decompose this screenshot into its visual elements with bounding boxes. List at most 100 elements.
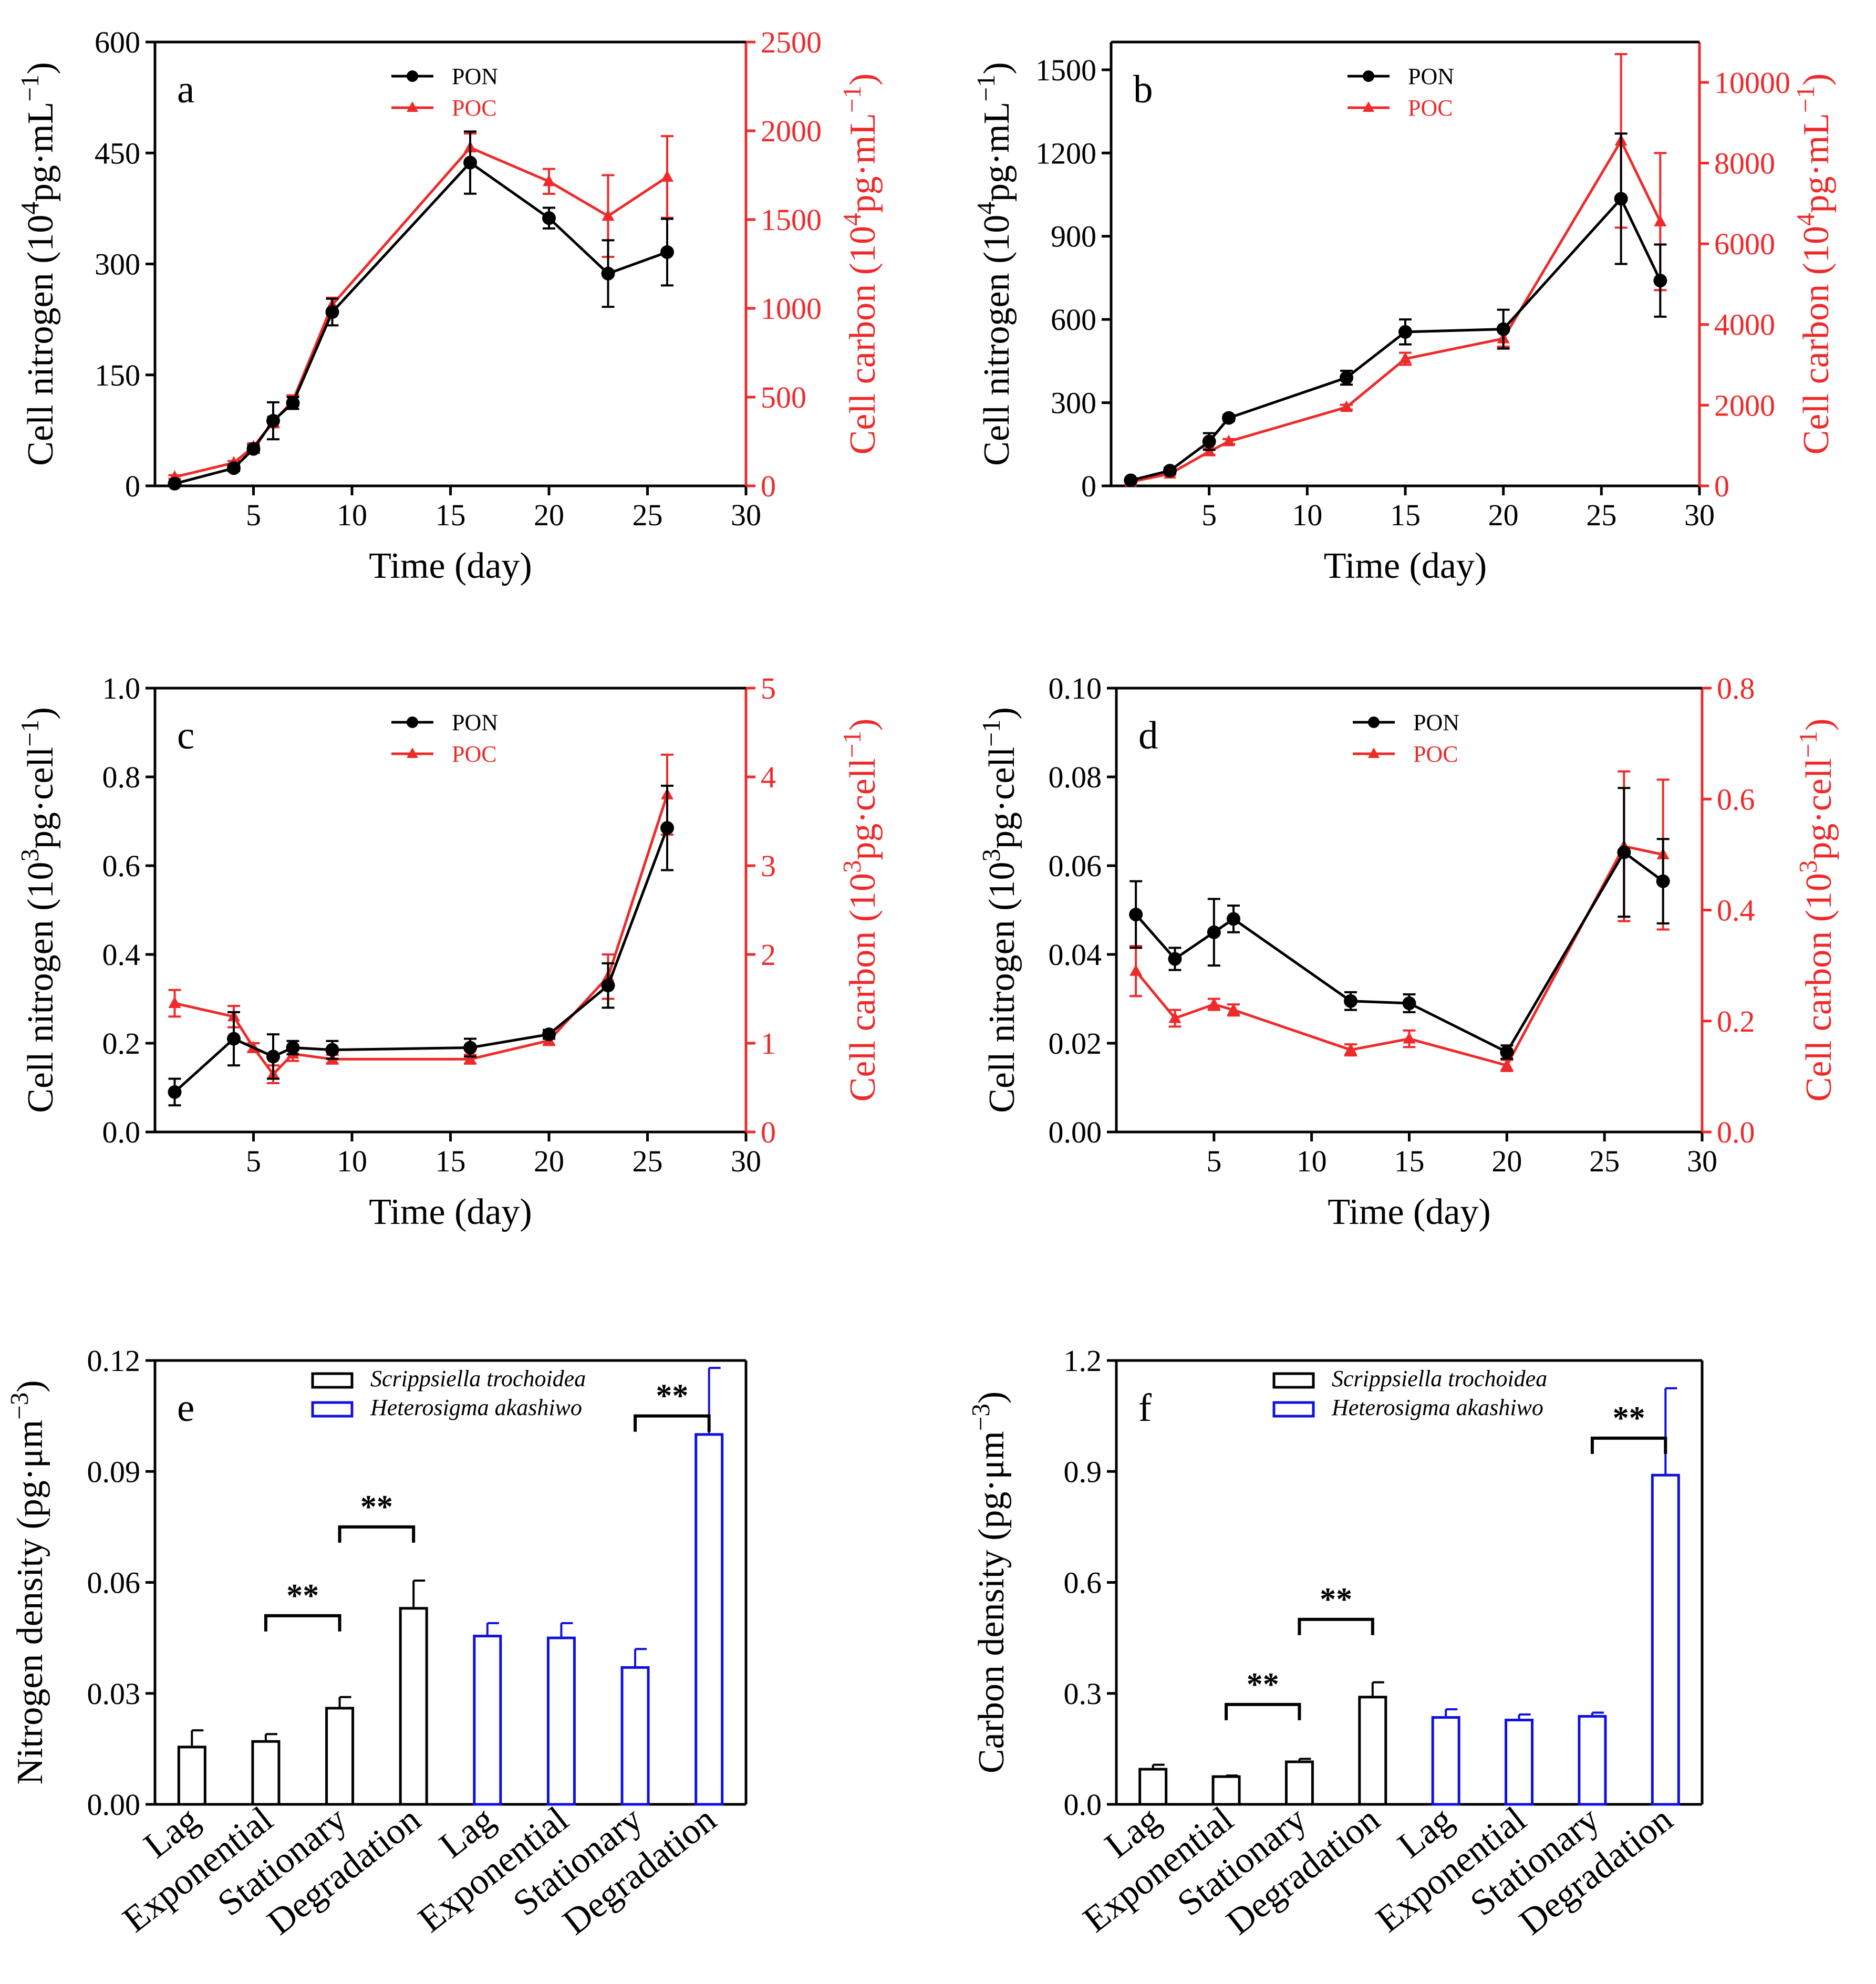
- bar: [251, 1740, 281, 1806]
- y-tick-label-left: 1500: [1035, 53, 1096, 87]
- y-tick-label-right: 2000: [1714, 388, 1775, 422]
- legend-poc-marker: [407, 101, 418, 112]
- x-tick-label: 20: [1491, 1144, 1522, 1178]
- significance-bracket: [264, 1614, 341, 1632]
- data-point-pon: [1500, 1045, 1514, 1059]
- bar: [1651, 1473, 1680, 1806]
- data-point-poc: [1168, 1011, 1181, 1023]
- y-axis-title: Carbon density (pg·μm−3): [966, 1391, 1012, 1773]
- y-tick-label-right: 0.0: [1717, 1115, 1755, 1149]
- legend-pon-marker: [407, 70, 418, 82]
- y-tick-label-left: 0: [125, 469, 140, 503]
- y-tick-label: 0.6: [1064, 1566, 1102, 1600]
- x-tick-label: 10: [1292, 498, 1322, 532]
- y-tick-label: 0.00: [87, 1788, 141, 1822]
- x-tick-label: 5: [246, 498, 261, 532]
- x-tick-label: 15: [436, 1144, 466, 1178]
- series-pon: [168, 130, 674, 491]
- y-tick-label-right: 0: [761, 469, 776, 503]
- y-tick-label-left: 0.10: [1049, 671, 1102, 705]
- y-tick-label-right: 8000: [1714, 146, 1775, 180]
- panel-d: 5 10 15 20 25 30 0.00 0.02 0.04 0.06 0.08 0.10 0.0 0.…: [977, 671, 1840, 1232]
- x-axis-title: Time (day): [369, 1192, 532, 1232]
- data-point-poc: [602, 209, 615, 221]
- bar: [399, 1607, 428, 1806]
- legend-pon-label: PON: [1408, 64, 1454, 89]
- y-tick-label: 1.2: [1064, 1344, 1102, 1378]
- y-tick-label-left: 450: [95, 136, 140, 170]
- legend-poc-label: POC: [1408, 95, 1453, 121]
- legend-species-1-swatch: [311, 1372, 354, 1389]
- legend-poc-label: POC: [452, 741, 497, 767]
- y-tick-label: 0.03: [87, 1677, 141, 1711]
- y-tick-label-right: 0.6: [1717, 782, 1755, 816]
- data-point-pon: [286, 396, 300, 410]
- y-tick-label-right: 6000: [1714, 227, 1775, 261]
- panel-letter: f: [1138, 1386, 1152, 1430]
- panel-letter: a: [177, 68, 194, 111]
- y-tick-label-right: 0.2: [1717, 1004, 1755, 1038]
- y-tick-label: 0.12: [87, 1344, 141, 1378]
- y-tick-label: 0.9: [1064, 1455, 1102, 1489]
- significance-label: **: [1247, 1667, 1279, 1702]
- y-tick-label-left: 0.08: [1049, 760, 1102, 794]
- legend-species-2-label: Heterosigma akashiwo: [1331, 1395, 1543, 1420]
- x-tick-label: 5: [1201, 498, 1217, 532]
- data-point-poc: [1654, 214, 1667, 226]
- y-tick-label: 0.06: [87, 1566, 141, 1600]
- data-point-pon: [168, 1085, 182, 1099]
- y-tick-label-right: 500: [761, 380, 806, 414]
- y-tick-label-left: 600: [95, 25, 140, 59]
- data-point-pon: [168, 476, 182, 491]
- x-tick-label: 30: [731, 1144, 761, 1178]
- bar: [325, 1707, 355, 1806]
- data-point-pon: [1656, 874, 1670, 888]
- y-axis-title-left: Cell nitrogen (104pg·mL−1): [971, 62, 1018, 466]
- panel-a: 5 10 15 20 25 3001503004506000500100015002000…: [15, 25, 884, 586]
- x-tick-label: 5: [1206, 1144, 1221, 1178]
- data-point-pon: [1402, 996, 1416, 1010]
- x-tick-label: 30: [731, 498, 761, 532]
- significance-bracket: [634, 1414, 711, 1432]
- y-axis-title-right: Cell carbon (103pg·cell−1): [1794, 719, 1840, 1102]
- x-tick-label: 20: [534, 1144, 564, 1178]
- data-point-pon: [601, 979, 615, 993]
- legend-pon-marker: [1363, 70, 1374, 82]
- legend-pon-label: PON: [452, 64, 498, 89]
- data-point-poc: [1340, 400, 1353, 412]
- y-tick-label-right: 0: [1714, 469, 1729, 503]
- data-point-pon: [1124, 473, 1138, 487]
- y-tick-label-right: 1: [761, 1026, 776, 1061]
- bar: [177, 1746, 206, 1806]
- series-pon: [1124, 132, 1667, 487]
- data-point-pon: [1617, 845, 1631, 859]
- data-point-pon: [1163, 463, 1177, 477]
- legend-pon-label: PON: [1413, 710, 1459, 735]
- bar: [1284, 1760, 1314, 1806]
- x-tick-label: 5: [246, 1144, 261, 1178]
- data-point-poc: [168, 996, 181, 1008]
- legend-species-2-swatch: [1272, 1401, 1315, 1418]
- y-tick-label-left: 0.4: [102, 938, 141, 972]
- y-axis-title-right: Cell carbon (104pg·mL−1): [837, 74, 884, 455]
- y-tick-label-right: 4000: [1714, 308, 1775, 342]
- x-tick-label: 15: [1390, 498, 1421, 532]
- y-tick-label: 0.0: [1064, 1788, 1102, 1822]
- x-axis-title: Time (day): [1328, 1192, 1490, 1232]
- x-tick-label: 15: [436, 498, 466, 532]
- y-tick-label-left: 0: [1081, 469, 1096, 503]
- data-point-poc: [1403, 1032, 1416, 1044]
- y-tick-label-right: 3: [761, 849, 776, 883]
- y-tick-label-left: 0.04: [1049, 938, 1102, 972]
- y-tick-label-right: 2500: [761, 25, 822, 59]
- series-pon: [1129, 787, 1670, 1060]
- significance-label: **: [360, 1489, 393, 1525]
- data-point-poc: [1129, 964, 1143, 976]
- y-tick-label-right: 2: [761, 938, 776, 972]
- legend-pon-label: PON: [452, 710, 498, 735]
- data-point-pon: [1496, 322, 1510, 336]
- bar: [473, 1635, 502, 1806]
- y-tick-label-left: 0.6: [102, 849, 141, 883]
